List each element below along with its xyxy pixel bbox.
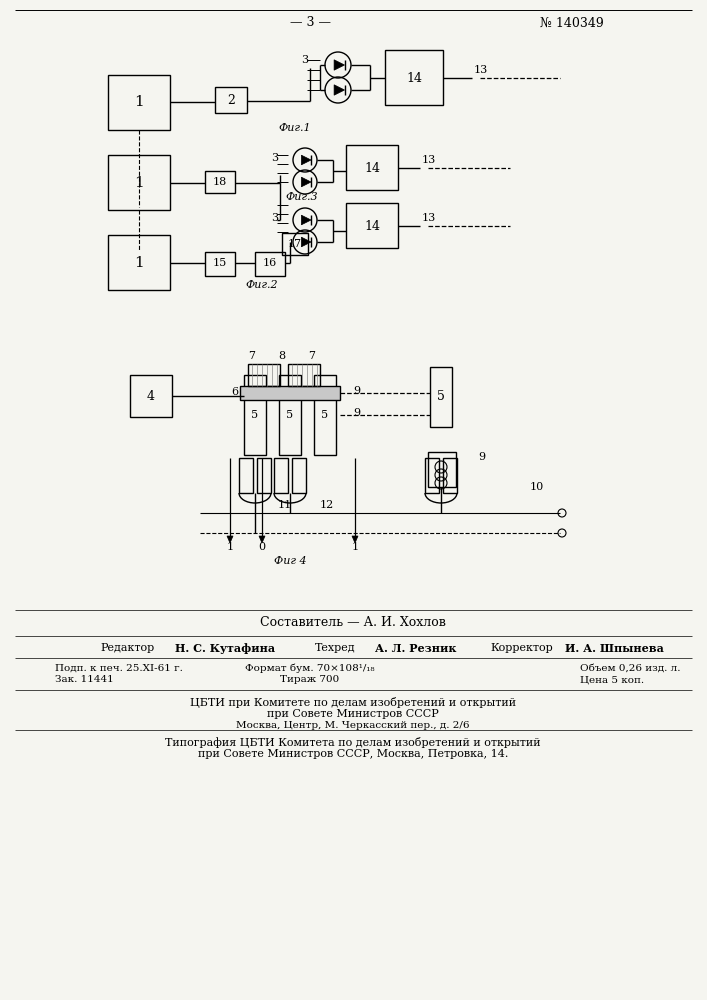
Polygon shape (301, 215, 311, 225)
Bar (205, 252, 235, 276)
Text: 5: 5 (437, 390, 445, 403)
Text: Тираж 700: Тираж 700 (281, 676, 339, 684)
Text: 14: 14 (364, 161, 380, 174)
Text: 7: 7 (248, 351, 255, 361)
Bar (385, 50, 443, 105)
Bar (274, 458, 288, 493)
Text: 1: 1 (351, 542, 358, 552)
Text: № 140349: № 140349 (540, 16, 604, 29)
Text: при Совете Министров СССР: при Совете Министров СССР (267, 709, 439, 719)
Text: ЦБТИ при Комитете по делам изобретений и открытий: ЦБТИ при Комитете по делам изобретений и… (190, 696, 516, 708)
Bar (443, 458, 457, 493)
Bar (108, 235, 170, 290)
Text: 11: 11 (278, 500, 292, 510)
Text: Фиг.2: Фиг.2 (245, 280, 278, 290)
Text: 5: 5 (322, 410, 329, 420)
Text: Формат бум. 70×108¹/₁₈: Формат бум. 70×108¹/₁₈ (245, 663, 375, 673)
Bar (346, 145, 398, 190)
Text: 3: 3 (301, 55, 308, 65)
Text: 10: 10 (530, 482, 544, 492)
Text: Н. С. Кутафина: Н. С. Кутафина (175, 643, 275, 654)
Polygon shape (301, 177, 311, 187)
Polygon shape (334, 60, 344, 70)
Text: 15: 15 (213, 258, 227, 268)
Bar (130, 375, 172, 417)
Bar (108, 75, 170, 130)
Text: 1: 1 (134, 176, 144, 190)
Text: 4: 4 (147, 389, 155, 402)
Bar (205, 171, 235, 193)
Text: 7: 7 (308, 351, 315, 361)
Bar (108, 155, 170, 210)
Text: 16: 16 (263, 258, 277, 268)
Text: 2: 2 (227, 95, 235, 107)
Text: 13: 13 (422, 155, 436, 165)
Text: А. Л. Резник: А. Л. Резник (375, 643, 457, 654)
Text: 3: 3 (271, 153, 278, 163)
Polygon shape (301, 155, 311, 165)
Polygon shape (334, 85, 344, 95)
Bar (239, 458, 253, 493)
Text: при Совете Министров СССР, Москва, Петровка, 14.: при Совете Министров СССР, Москва, Петро… (198, 749, 508, 759)
Polygon shape (259, 536, 265, 543)
Text: 3: 3 (271, 213, 278, 223)
Text: Зак. 11441: Зак. 11441 (55, 676, 114, 684)
Text: Москва, Центр, М. Черкасский пер., д. 2/6: Москва, Центр, М. Черкасский пер., д. 2/… (236, 722, 469, 730)
Bar (314, 375, 336, 455)
Polygon shape (227, 536, 233, 543)
Bar (279, 375, 301, 455)
Text: 18: 18 (213, 177, 227, 187)
Text: Корректор: Корректор (490, 643, 553, 653)
Bar (282, 233, 308, 255)
Text: Подп. к печ. 25.XI-61 г.: Подп. к печ. 25.XI-61 г. (55, 664, 183, 672)
Text: 1: 1 (134, 95, 144, 109)
Text: Фиг.3: Фиг.3 (285, 192, 317, 202)
Bar (257, 458, 271, 493)
Bar (255, 252, 285, 276)
Text: Техред: Техред (315, 643, 356, 653)
Text: Объем 0,26 изд. л.: Объем 0,26 изд. л. (580, 664, 681, 672)
Bar (346, 203, 398, 248)
Text: — 3 —: — 3 — (289, 16, 330, 29)
Text: 0: 0 (259, 542, 266, 552)
Text: 13: 13 (422, 213, 436, 223)
Text: 6: 6 (231, 387, 238, 397)
Polygon shape (352, 536, 358, 543)
Text: 14: 14 (364, 220, 380, 232)
Bar (292, 458, 306, 493)
Bar (288, 364, 320, 386)
Bar (430, 367, 452, 427)
Text: Редактор: Редактор (100, 643, 154, 653)
Text: 9: 9 (478, 452, 485, 462)
Text: Типография ЦБТИ Комитета по делам изобретений и открытий: Типография ЦБТИ Комитета по делам изобре… (165, 736, 541, 748)
Text: 5: 5 (286, 410, 293, 420)
Bar (240, 386, 340, 400)
Text: 5: 5 (252, 410, 259, 420)
Text: 9: 9 (353, 408, 360, 418)
Bar (248, 364, 280, 386)
Text: 17: 17 (288, 239, 302, 249)
Bar (215, 87, 247, 113)
Text: 8: 8 (279, 351, 286, 361)
Bar (425, 458, 439, 493)
Text: И. А. Шпынева: И. А. Шпынева (565, 643, 664, 654)
Text: 1: 1 (134, 256, 144, 270)
Text: Составитель — А. И. Хохлов: Составитель — А. И. Хохлов (260, 615, 446, 629)
Text: Фиг.1: Фиг.1 (278, 123, 310, 133)
Text: 12: 12 (320, 500, 334, 510)
Bar (428, 452, 456, 487)
Polygon shape (301, 237, 311, 247)
Text: 9: 9 (353, 386, 360, 396)
Text: Цена 5 коп.: Цена 5 коп. (580, 676, 644, 684)
Text: 1: 1 (226, 542, 233, 552)
Text: 14: 14 (406, 72, 422, 85)
Text: 13: 13 (474, 65, 489, 75)
Text: Фиг 4: Фиг 4 (274, 556, 306, 566)
Bar (244, 375, 266, 455)
